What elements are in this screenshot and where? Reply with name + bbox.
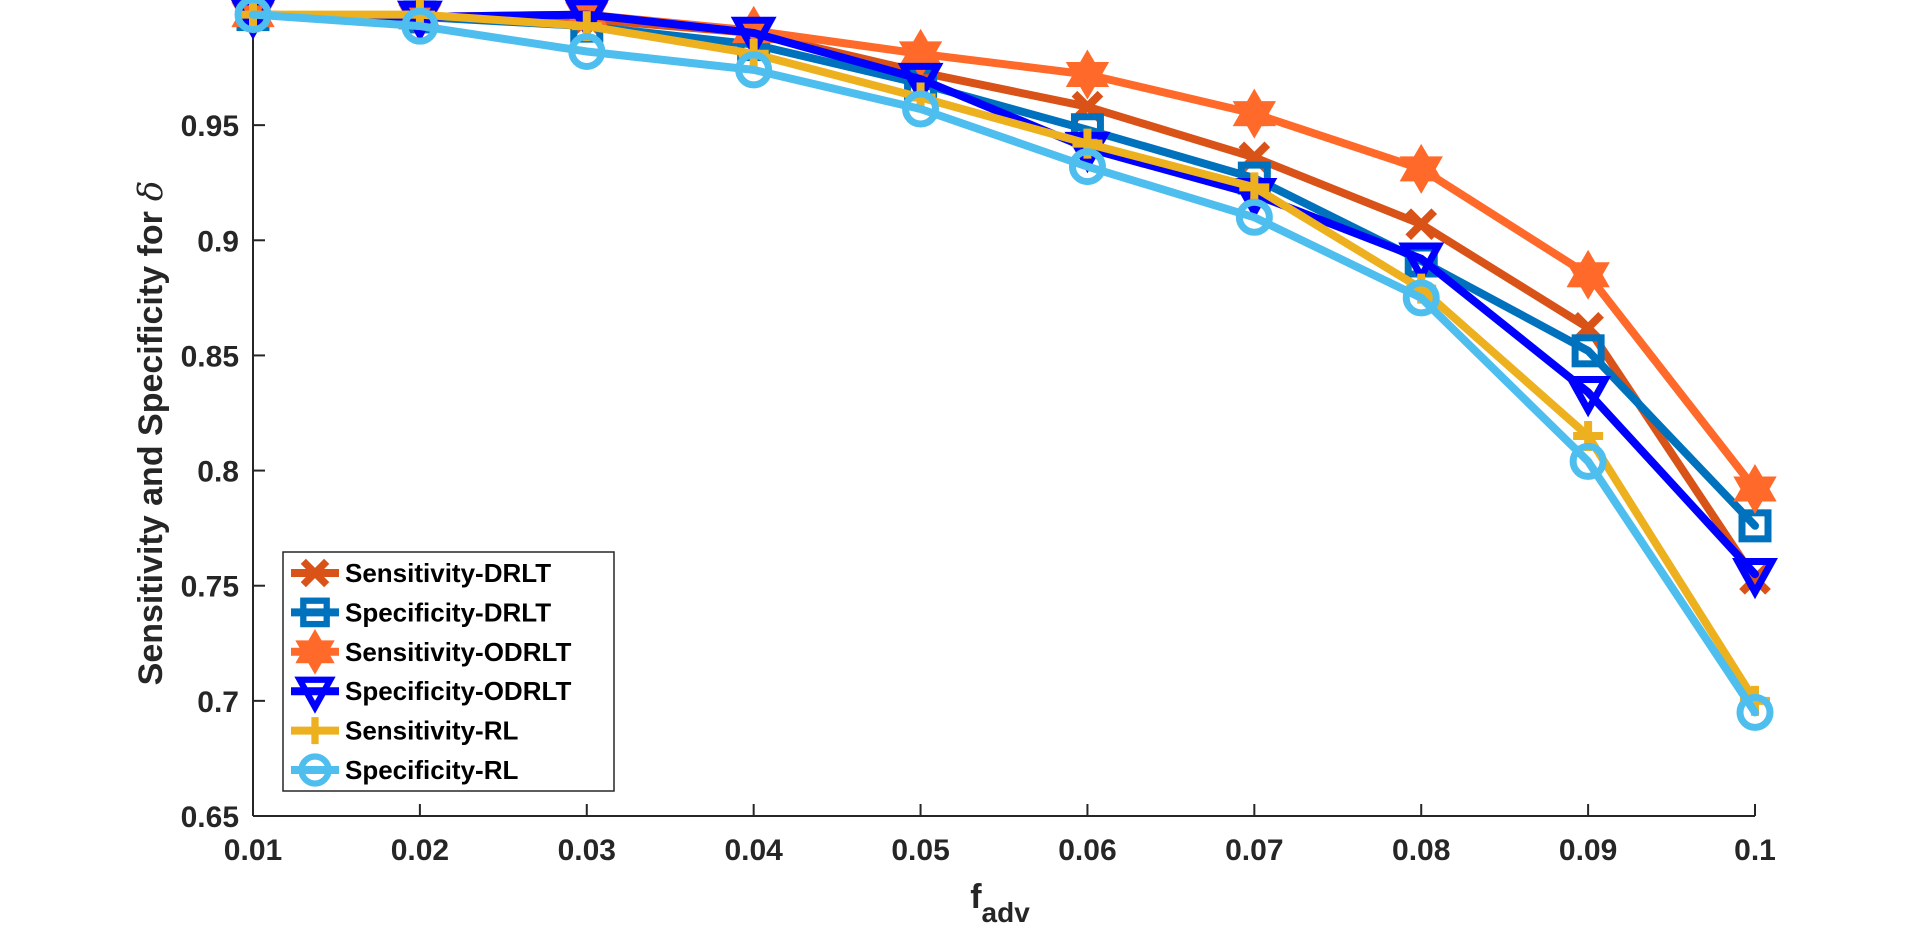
legend-marker-sensitivity-rl [301, 717, 329, 745]
x-tick-label: 0.02 [391, 834, 449, 867]
legend-label-sensitivity-drlt: Sensitivity-DRLT [345, 558, 551, 588]
data-point-specificity-rl [1736, 693, 1774, 731]
series-line-sensitivity-rl [249, 10, 1759, 705]
x-tick-label: 0.01 [224, 834, 282, 867]
data-point-specificity-odrlt [564, 0, 609, 40]
legend-label-specificity-odrlt: Specificity-ODRLT [345, 676, 571, 706]
legend-label-sensitivity-odrlt: Sensitivity-ODRLT [345, 637, 571, 667]
y-tick-label: 0.65 [181, 801, 239, 834]
data-point-specificity-rl [234, 0, 272, 34]
data-point-specificity-rl [1068, 148, 1106, 186]
y-axis-label: Sensitivity and Specificity forδ [131, 181, 171, 686]
legend-marker-sensitivity-drlt [300, 558, 330, 588]
y-tick-label: 0.9 [197, 225, 239, 258]
legend-marker-specificity-drlt [300, 597, 330, 628]
legend-marker-specificity-odrlt [294, 676, 336, 714]
legend-label-specificity-rl: Specificity-RL [345, 755, 518, 785]
x-tick-label: 0.03 [558, 834, 616, 867]
legend-marker-specificity-rl [298, 753, 332, 787]
series-specificity-drlt [236, 0, 1772, 543]
data-point-sensitivity-rl [1239, 172, 1270, 203]
data-point-specificity-odrlt [1732, 557, 1778, 600]
data-point-specificity-odrlt [730, 16, 777, 59]
x-tick-label: 0.07 [1225, 834, 1283, 867]
legend: Sensitivity-DRLT Specificity-DRLT Sensitiv… [282, 551, 615, 792]
legend-marker-sensitivity-odrlt [295, 628, 335, 675]
legend-box [282, 551, 615, 792]
series-specificity-rl [234, 0, 1774, 731]
series-line-specificity-rl [249, 10, 1759, 717]
x-tick-label: 0.04 [724, 834, 783, 867]
data-point-sensitivity-drlt [1405, 208, 1438, 240]
data-point-sensitivity-odrlt [1399, 143, 1443, 194]
data-point-sensitivity-odrlt [1232, 88, 1276, 139]
data-point-sensitivity-odrlt [1065, 49, 1110, 100]
data-point-specificity-rl [568, 32, 606, 70]
x-tick-label: 0.09 [1559, 834, 1617, 867]
data-point-specificity-rl [1569, 442, 1607, 480]
y-tick-label: 0.95 [181, 110, 239, 143]
data-point-specificity-rl [902, 90, 940, 128]
data-point-sensitivity-odrlt [1733, 464, 1777, 514]
data-point-sensitivity-odrlt [1566, 249, 1610, 300]
y-tick-label: 0.75 [181, 571, 239, 604]
data-point-specificity-rl [735, 51, 773, 89]
x-tick-label: 0.05 [891, 834, 949, 867]
data-point-specificity-drlt [1571, 334, 1605, 368]
legend-label-sensitivity-rl: Sensitivity-RL [345, 716, 518, 746]
series-line-specificity-odrlt [249, 10, 1759, 579]
data-point-specificity-odrlt [897, 62, 944, 105]
data-point-specificity-rl [401, 7, 439, 45]
series-sensitivity-drlt [237, 0, 1771, 595]
y-tick-label: 0.85 [181, 340, 239, 373]
x-tick-label: 0.08 [1392, 834, 1450, 867]
series-line-sensitivity-drlt [249, 10, 1759, 583]
series-layer [230, 0, 1778, 731]
x-tick-label: 0.1 [1734, 834, 1776, 867]
y-tick-label: 0.7 [197, 686, 239, 719]
y-tick-label: 0.8 [197, 456, 239, 489]
axes: 0.01 0.02 0.03 0.04 0.05 0.06 0.07 0.08 0.09 0.1 0… [181, 10, 1776, 867]
data-point-specificity-odrlt [1565, 376, 1612, 418]
legend-label-specificity-drlt: Specificity-DRLT [345, 597, 551, 627]
data-point-specificity-rl [1235, 198, 1273, 236]
series-sensitivity-odrlt [231, 0, 1777, 514]
data-point-specificity-rl [1402, 279, 1440, 317]
x-axis-label: fadv [970, 878, 1030, 926]
x-tick-label: 0.06 [1058, 834, 1116, 867]
data-point-specificity-odrlt [1398, 242, 1445, 284]
